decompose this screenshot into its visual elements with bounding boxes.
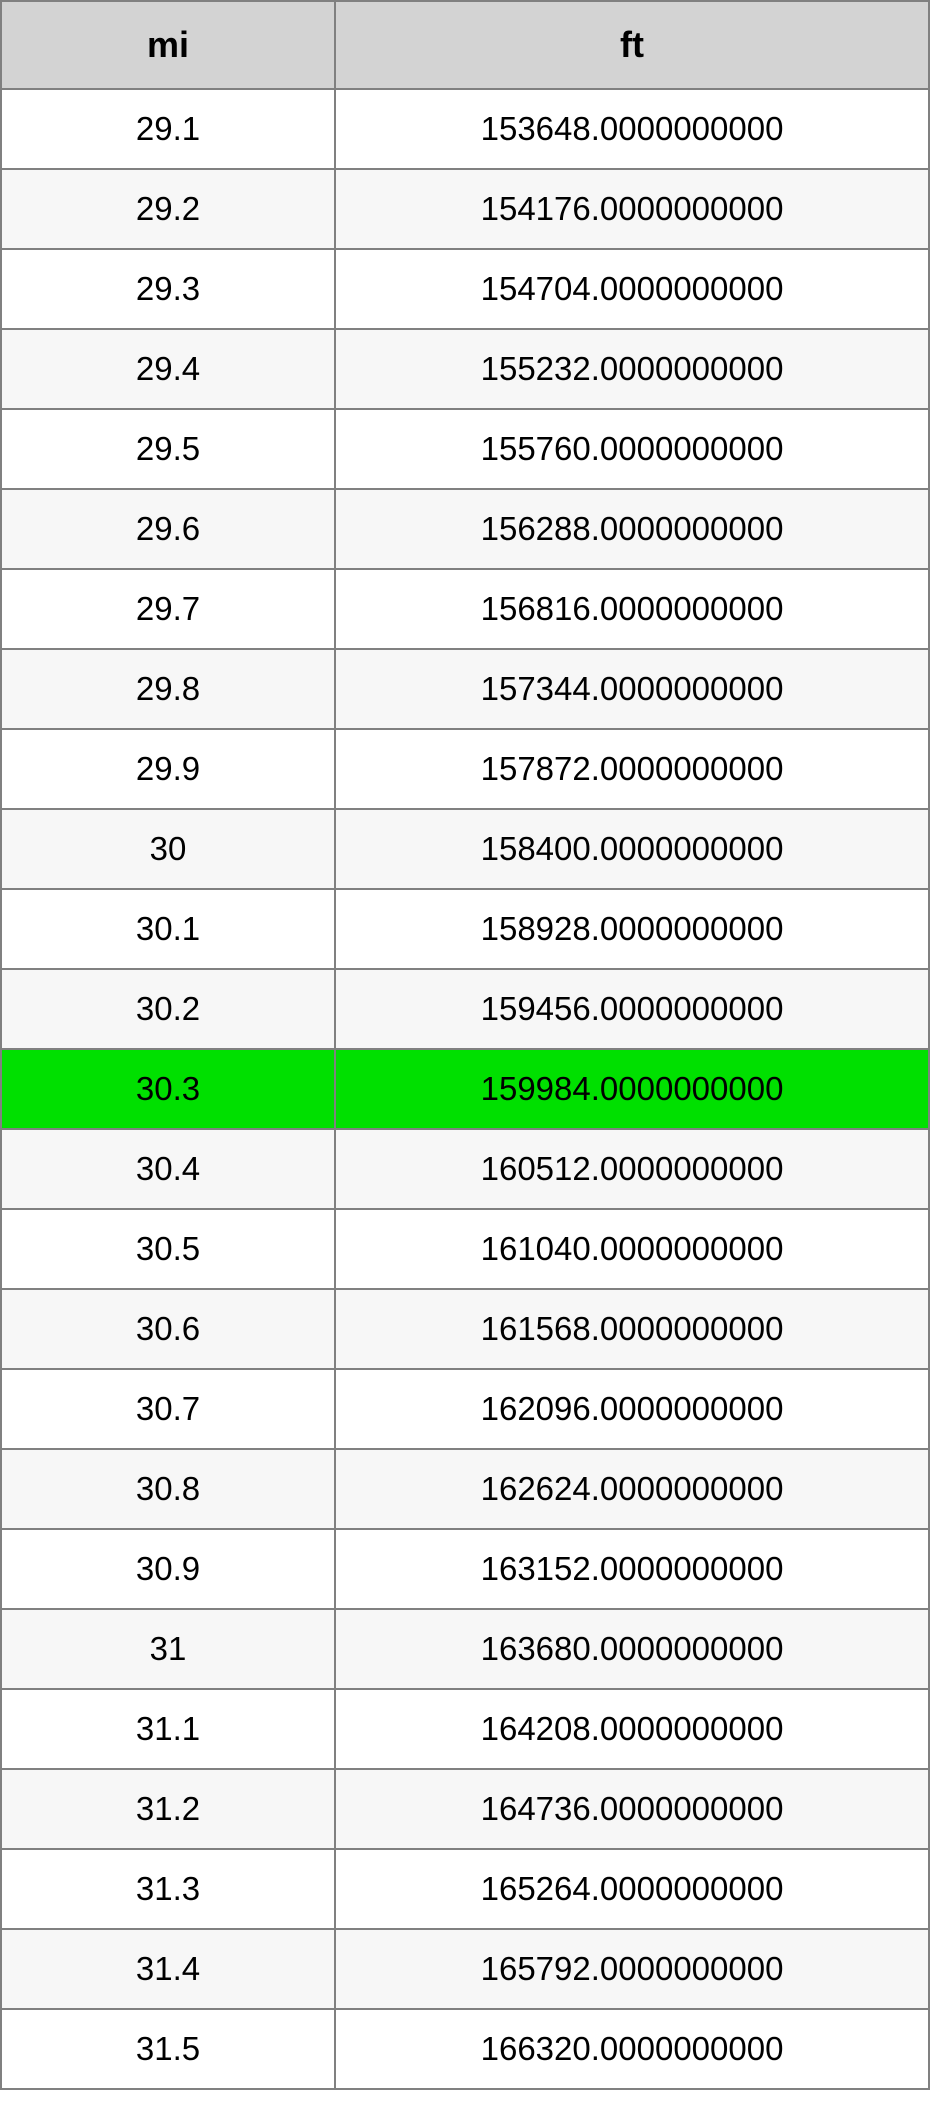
cell-mi: 29.5 <box>1 409 335 489</box>
cell-mi: 29.4 <box>1 329 335 409</box>
cell-ft: 166320.0000000000 <box>335 2009 929 2089</box>
table-row: 31.3 165264.0000000000 <box>1 1849 929 1929</box>
cell-mi: 29.2 <box>1 169 335 249</box>
cell-ft: 162096.0000000000 <box>335 1369 929 1449</box>
cell-mi: 31.2 <box>1 1769 335 1849</box>
table-row: 31 163680.0000000000 <box>1 1609 929 1689</box>
table-header: mi ft <box>1 1 929 89</box>
cell-ft: 154704.0000000000 <box>335 249 929 329</box>
cell-mi: 29.6 <box>1 489 335 569</box>
cell-mi: 31.4 <box>1 1929 335 2009</box>
cell-ft: 164736.0000000000 <box>335 1769 929 1849</box>
cell-ft: 155760.0000000000 <box>335 409 929 489</box>
cell-mi: 30.1 <box>1 889 335 969</box>
table-row: 31.2 164736.0000000000 <box>1 1769 929 1849</box>
cell-ft: 165792.0000000000 <box>335 1929 929 2009</box>
cell-mi: 30.4 <box>1 1129 335 1209</box>
conversion-table: mi ft 29.1 153648.0000000000 29.2 154176… <box>0 0 930 2090</box>
cell-ft: 158400.0000000000 <box>335 809 929 889</box>
table-row: 30.5 161040.0000000000 <box>1 1209 929 1289</box>
table-row: 30.8 162624.0000000000 <box>1 1449 929 1529</box>
cell-ft: 157872.0000000000 <box>335 729 929 809</box>
cell-ft: 159456.0000000000 <box>335 969 929 1049</box>
cell-ft: 163152.0000000000 <box>335 1529 929 1609</box>
table-row: 29.6 156288.0000000000 <box>1 489 929 569</box>
table-row-highlighted: 30.3 159984.0000000000 <box>1 1049 929 1129</box>
table-row: 30.7 162096.0000000000 <box>1 1369 929 1449</box>
header-mi: mi <box>1 1 335 89</box>
cell-ft: 156816.0000000000 <box>335 569 929 649</box>
table-row: 29.2 154176.0000000000 <box>1 169 929 249</box>
table-row: 29.4 155232.0000000000 <box>1 329 929 409</box>
cell-mi: 29.3 <box>1 249 335 329</box>
cell-ft: 153648.0000000000 <box>335 89 929 169</box>
header-ft: ft <box>335 1 929 89</box>
table-body: 29.1 153648.0000000000 29.2 154176.00000… <box>1 89 929 2089</box>
cell-mi: 30.7 <box>1 1369 335 1449</box>
cell-ft: 164208.0000000000 <box>335 1689 929 1769</box>
table-row: 29.9 157872.0000000000 <box>1 729 929 809</box>
cell-mi: 30.3 <box>1 1049 335 1129</box>
cell-mi: 30.8 <box>1 1449 335 1529</box>
table-row: 31.1 164208.0000000000 <box>1 1689 929 1769</box>
cell-mi: 30.9 <box>1 1529 335 1609</box>
cell-ft: 159984.0000000000 <box>335 1049 929 1129</box>
cell-mi: 31.3 <box>1 1849 335 1929</box>
cell-mi: 29.9 <box>1 729 335 809</box>
cell-mi: 30 <box>1 809 335 889</box>
cell-mi: 31 <box>1 1609 335 1689</box>
cell-ft: 162624.0000000000 <box>335 1449 929 1529</box>
table-row: 30.2 159456.0000000000 <box>1 969 929 1049</box>
cell-ft: 163680.0000000000 <box>335 1609 929 1689</box>
cell-mi: 29.1 <box>1 89 335 169</box>
table-row: 30.4 160512.0000000000 <box>1 1129 929 1209</box>
table-row: 29.8 157344.0000000000 <box>1 649 929 729</box>
cell-ft: 161040.0000000000 <box>335 1209 929 1289</box>
cell-ft: 157344.0000000000 <box>335 649 929 729</box>
table-row: 29.3 154704.0000000000 <box>1 249 929 329</box>
table-row: 29.5 155760.0000000000 <box>1 409 929 489</box>
cell-mi: 31.1 <box>1 1689 335 1769</box>
cell-ft: 154176.0000000000 <box>335 169 929 249</box>
table-row: 30.6 161568.0000000000 <box>1 1289 929 1369</box>
cell-ft: 156288.0000000000 <box>335 489 929 569</box>
cell-mi: 29.8 <box>1 649 335 729</box>
cell-mi: 30.2 <box>1 969 335 1049</box>
cell-mi: 30.6 <box>1 1289 335 1369</box>
cell-ft: 158928.0000000000 <box>335 889 929 969</box>
cell-mi: 31.5 <box>1 2009 335 2089</box>
cell-mi: 30.5 <box>1 1209 335 1289</box>
cell-ft: 165264.0000000000 <box>335 1849 929 1929</box>
cell-ft: 155232.0000000000 <box>335 329 929 409</box>
table-row: 30.1 158928.0000000000 <box>1 889 929 969</box>
cell-ft: 161568.0000000000 <box>335 1289 929 1369</box>
table-row: 29.1 153648.0000000000 <box>1 89 929 169</box>
table-row: 30 158400.0000000000 <box>1 809 929 889</box>
cell-ft: 160512.0000000000 <box>335 1129 929 1209</box>
cell-mi: 29.7 <box>1 569 335 649</box>
header-row: mi ft <box>1 1 929 89</box>
table-row: 31.5 166320.0000000000 <box>1 2009 929 2089</box>
table-row: 29.7 156816.0000000000 <box>1 569 929 649</box>
table-row: 31.4 165792.0000000000 <box>1 1929 929 2009</box>
table-row: 30.9 163152.0000000000 <box>1 1529 929 1609</box>
